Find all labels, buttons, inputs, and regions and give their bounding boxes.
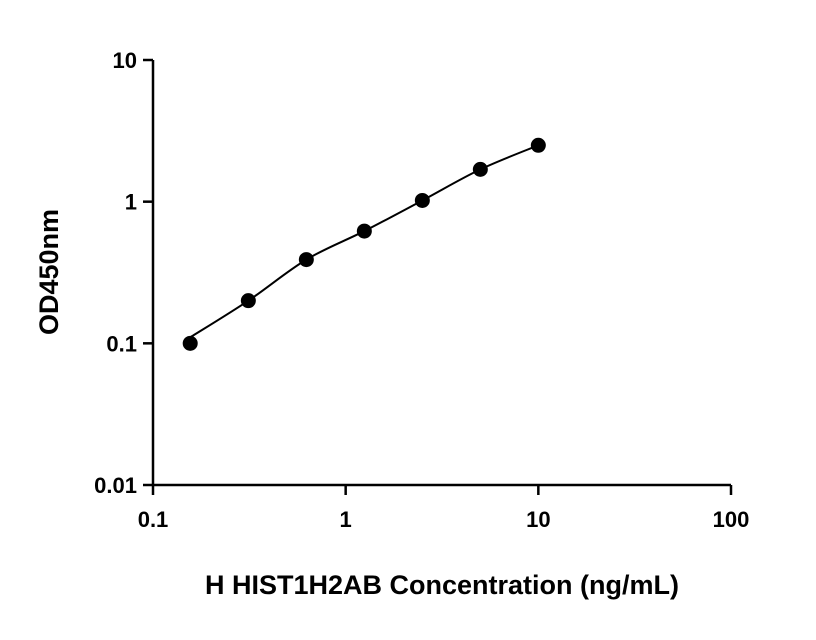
- data-point: [472, 161, 488, 177]
- x-axis-label: H HIST1H2AB Concentration (ng/mL): [205, 570, 679, 600]
- y-tick-label: 1: [125, 190, 137, 215]
- x-tick-label: 1: [340, 507, 352, 532]
- data-point: [298, 252, 314, 268]
- y-tick-label: 10: [113, 48, 137, 73]
- data-point: [182, 335, 198, 351]
- data-point: [530, 137, 546, 153]
- y-axis-label: OD450nm: [34, 209, 64, 335]
- data-point: [240, 293, 256, 309]
- data-point: [414, 192, 430, 208]
- x-tick-label: 0.1: [138, 507, 169, 532]
- y-tick-label: 0.1: [106, 331, 137, 356]
- x-tick-label: 10: [526, 507, 550, 532]
- y-tick-label: 0.01: [94, 473, 137, 498]
- data-point: [356, 223, 372, 239]
- x-tick-label: 100: [713, 507, 750, 532]
